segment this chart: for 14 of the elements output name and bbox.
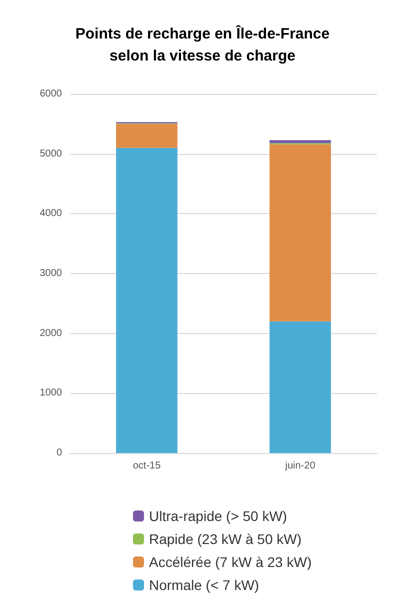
y-tick-label: 1000 <box>40 388 62 399</box>
y-tick-label: 2000 <box>40 328 62 339</box>
y-tick-label: 5000 <box>40 148 62 160</box>
y-tick-label: 6000 <box>40 88 62 100</box>
x-tick-label: oct-15 <box>132 460 162 472</box>
y-tick-label: 3000 <box>40 268 62 279</box>
x-tick-label: juin-20 <box>284 460 316 472</box>
legend-label: Accélérée (7 kW à 23 kW) <box>149 554 312 570</box>
y-tick-label: 0 <box>56 448 62 458</box>
y-tick-label: 4000 <box>40 208 62 220</box>
legend-label: Ultra-rapide (> 50 kW) <box>149 508 288 524</box>
legend-label: Rapide (23 kW à 50 kW) <box>149 531 302 547</box>
legend-label: Normale (< 7 kW) <box>149 577 260 593</box>
chart-title: Points de recharge en Île-de-France selon la vitesse de charge <box>75 24 330 64</box>
